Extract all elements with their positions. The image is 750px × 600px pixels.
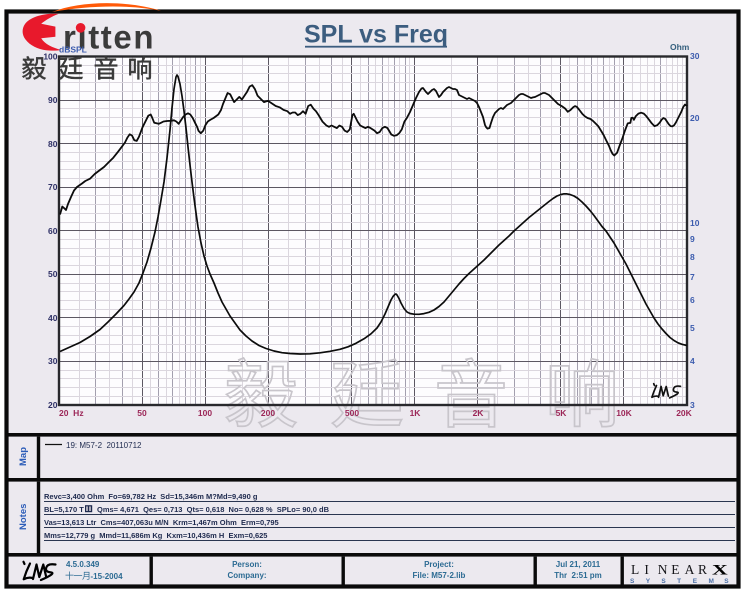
svg-text:8: 8 [690,252,695,262]
svg-text:File: M57-2.lib: File: M57-2.lib [413,571,466,580]
svg-text:3: 3 [690,400,695,410]
svg-text:X: X [712,562,728,579]
svg-text:100: 100 [198,408,212,418]
svg-text:SPL vs Freq: SPL vs Freq [304,21,448,49]
svg-text:20: 20 [48,400,58,410]
svg-text:BL=5,170 T: BL=5,170 T [44,505,84,514]
svg-text:Jul 21, 2011: Jul 21, 2011 [556,560,601,569]
svg-text:-15-2004: -15-2004 [91,572,124,581]
svg-text:S: S [724,578,729,585]
svg-text:T: T [677,578,681,585]
svg-text:40: 40 [48,313,58,323]
svg-text:Notes: Notes [18,504,29,530]
svg-text:E: E [671,562,679,577]
svg-text:6: 6 [690,295,695,305]
svg-text:70: 70 [48,182,58,192]
svg-text:30: 30 [48,356,58,366]
svg-text:20 Hz: 20 Hz [59,408,84,418]
svg-text:50: 50 [48,269,58,279]
svg-text:Map: Map [18,447,29,466]
svg-text:Qms= 4,671 Qes= 0,713 Qts= 0: Qms= 4,671 Qes= 0,713 Qts= 0,618 No= 0,6… [97,505,330,514]
svg-text:I: I [644,562,649,577]
svg-text:4: 4 [690,356,695,366]
svg-text:S: S [661,578,666,585]
svg-text:S: S [630,578,635,585]
svg-text:1K: 1K [410,408,422,418]
svg-text:50: 50 [137,408,147,418]
svg-text:200: 200 [261,408,275,418]
svg-text:dBSPL: dBSPL [59,45,87,55]
svg-text:N: N [658,562,668,577]
svg-text:A: A [685,562,695,577]
svg-text:Ohm: Ohm [670,42,690,52]
svg-text:Vas=13,613 Ltr Cms=407,063u M: Vas=13,613 Ltr Cms=407,063u M/N Krm=1,46… [44,518,279,527]
svg-text:E: E [693,578,698,585]
svg-text:60: 60 [48,226,58,236]
svg-text:5: 5 [690,323,695,333]
svg-text:7: 7 [690,272,695,282]
svg-text:4.5.0.349: 4.5.0.349 [66,560,100,569]
svg-text:30: 30 [690,51,700,61]
svg-text:M: M [709,578,714,585]
svg-text:20: 20 [690,113,700,123]
svg-text:Person:: Person: [232,560,262,569]
svg-text:500: 500 [345,408,359,418]
svg-text:10: 10 [690,218,700,228]
svg-text:Revc=3,400 Ohm Fo=69,782 Hz: Revc=3,400 Ohm Fo=69,782 Hz Sd=15,346m M… [44,492,258,501]
svg-text:Thr 2:51 pm: Thr 2:51 pm [554,571,602,580]
svg-text:5K: 5K [556,408,568,418]
svg-text:90: 90 [48,95,58,105]
svg-text:19: M57-2 20110712: 19: M57-2 20110712 [66,441,142,450]
svg-text:Company:: Company: [227,571,266,580]
svg-text:20K: 20K [676,408,692,418]
svg-text:R: R [698,562,707,577]
svg-text:10K: 10K [616,408,632,418]
svg-text:Y: Y [646,578,651,585]
svg-text:80: 80 [48,139,58,149]
svg-text:2K: 2K [473,408,485,418]
svg-text:Mms=12,779 g Mmd=11,686m Kg: Mms=12,779 g Mmd=11,686m Kg Kxm=10,436m … [44,531,267,540]
svg-text:Project:: Project: [424,560,454,569]
svg-text:100: 100 [43,52,57,62]
svg-text:L: L [631,562,639,577]
svg-text:9: 9 [690,234,695,244]
